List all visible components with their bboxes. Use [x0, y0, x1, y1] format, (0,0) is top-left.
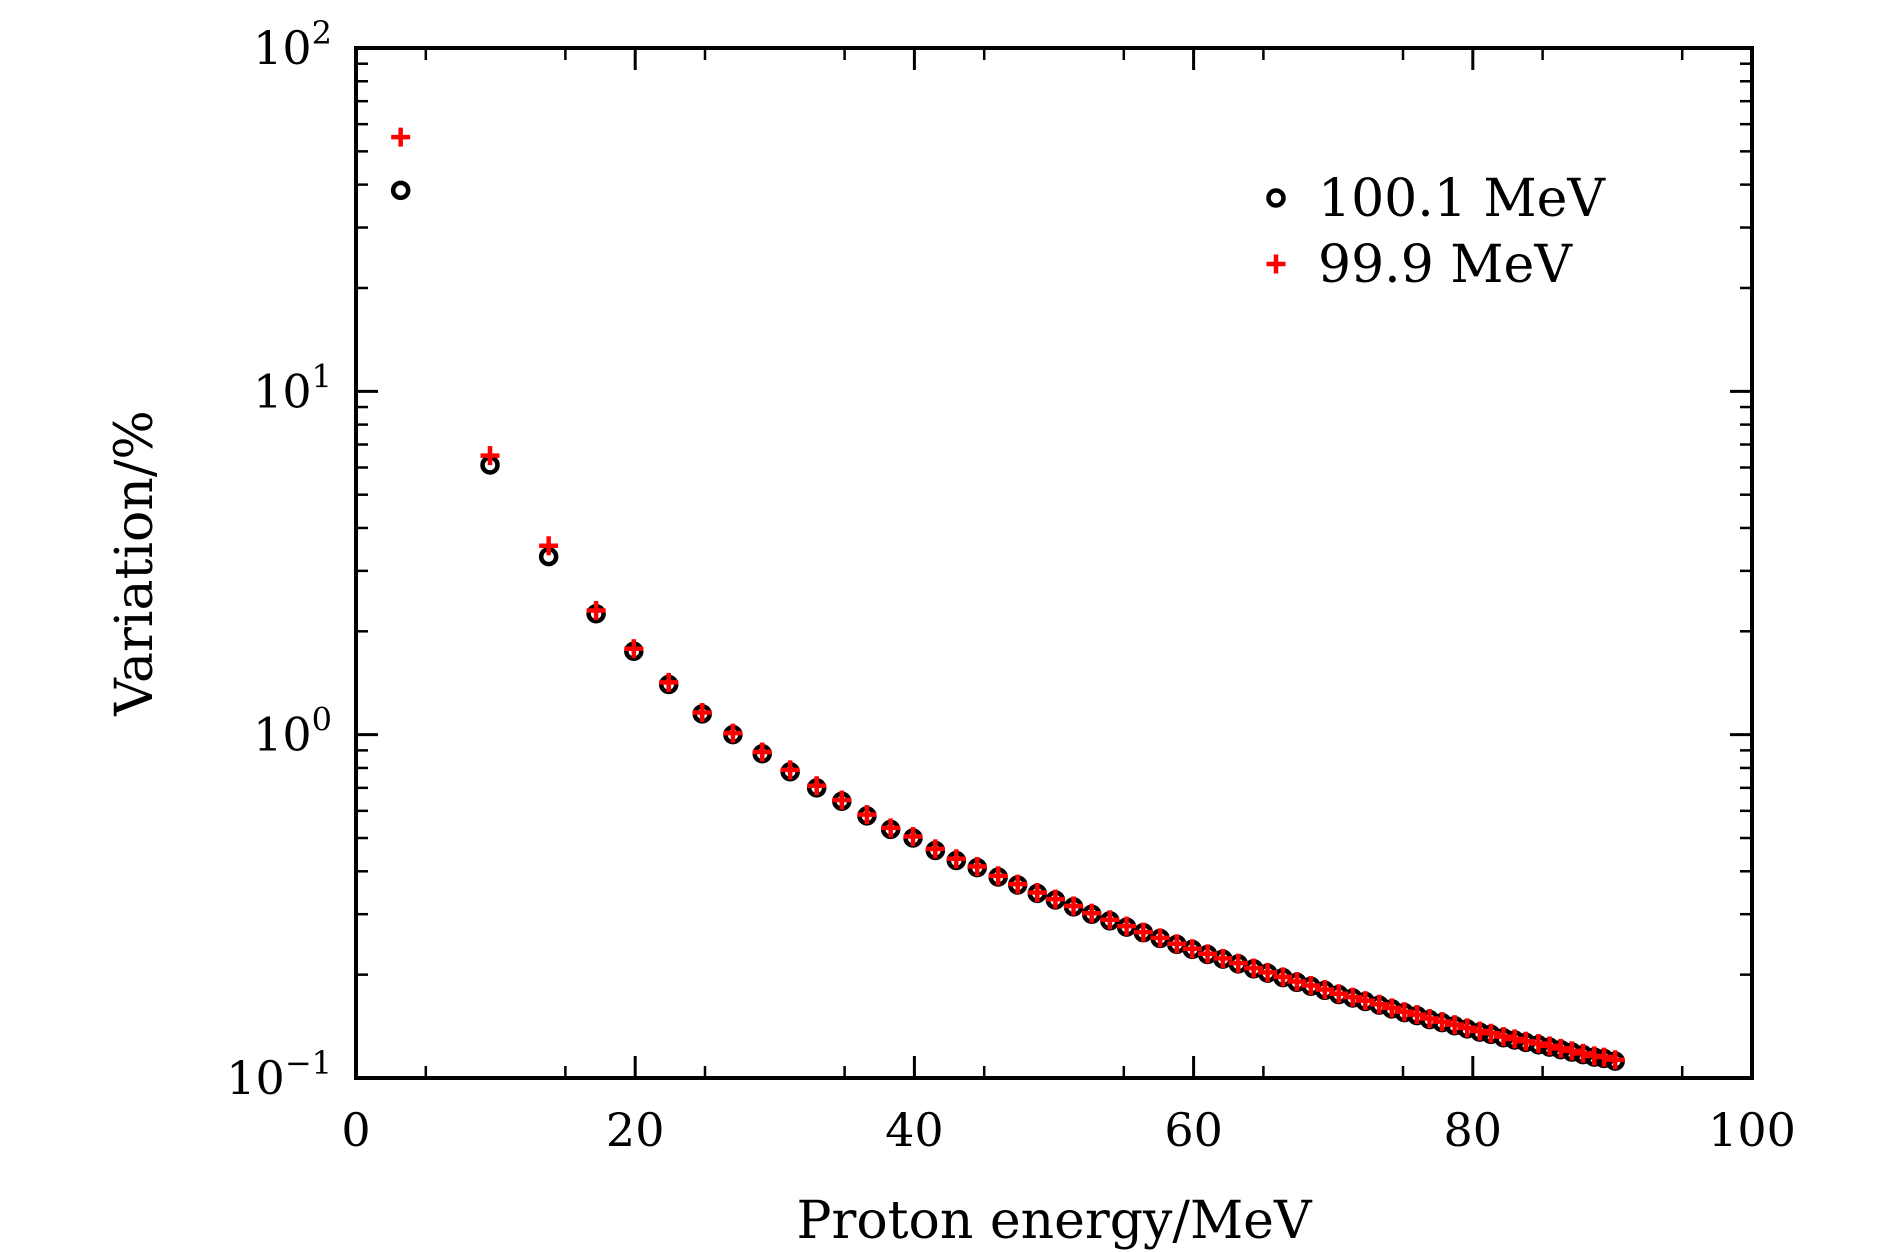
legend-marker [1266, 254, 1286, 274]
data-point [780, 760, 800, 780]
data-point [903, 827, 923, 847]
data-point [1382, 998, 1402, 1018]
data-point [1315, 980, 1335, 1000]
data-point [1445, 1015, 1465, 1035]
y-tick-label: 101 [253, 357, 332, 418]
x-tick-label: 60 [1164, 1103, 1223, 1157]
data-point [1198, 944, 1218, 964]
data-point [1505, 1029, 1525, 1049]
x-tick-labels: 0 20 40 60 80 100 [341, 1103, 1796, 1157]
data-point [1516, 1031, 1536, 1051]
data-point [1100, 910, 1120, 930]
data-point [1540, 1036, 1560, 1056]
data-point [1420, 1009, 1440, 1029]
data-point [1369, 994, 1389, 1014]
y-tick-label-base: 10 [253, 364, 312, 418]
y-tick-label: 100 [253, 701, 332, 762]
data-point [1457, 1018, 1477, 1038]
data-point [1258, 962, 1278, 982]
data-point [1562, 1041, 1582, 1061]
data-point [1133, 922, 1153, 942]
y-tick-label-exponent: 0 [312, 701, 332, 739]
data-point [1432, 1012, 1452, 1032]
data-point [946, 849, 966, 869]
data-point [967, 857, 987, 877]
x-tick-label: 80 [1444, 1103, 1503, 1157]
y-tick-label-exponent: 2 [312, 14, 332, 52]
data-point [1605, 1050, 1625, 1070]
series-1 [391, 127, 1625, 1070]
data-point [1150, 928, 1170, 948]
data-point [1045, 889, 1065, 909]
y-tick-label-exponent: 1 [312, 357, 332, 395]
data-point [881, 818, 901, 838]
plot-frame [354, 46, 1754, 1080]
data-point [1273, 967, 1293, 987]
x-tick-label: 100 [1708, 1103, 1796, 1157]
data-point [1343, 987, 1363, 1007]
x-tick-label: 20 [606, 1103, 665, 1157]
y-tick-label-base: 10 [253, 21, 312, 75]
data-point [1167, 934, 1187, 954]
data-point [988, 866, 1008, 886]
data-point [624, 639, 644, 659]
data-point [1394, 1002, 1414, 1022]
data-point [1244, 958, 1264, 978]
data-point [857, 805, 877, 825]
y-tick-label: 102 [253, 14, 332, 75]
legend-marker [1266, 188, 1286, 208]
series-layer [390, 127, 1625, 1071]
data-point [1494, 1027, 1514, 1047]
data-point [1027, 882, 1047, 902]
data-point [807, 776, 827, 796]
legend-label: 100.1 MeV [1318, 169, 1606, 229]
legend-label: 99.9 MeV [1318, 235, 1573, 295]
data-point [1551, 1038, 1571, 1058]
data-point [1329, 984, 1349, 1004]
x-tick-label: 0 [341, 1103, 370, 1157]
data-point [390, 180, 411, 201]
data-point [1594, 1047, 1614, 1067]
data-point [539, 536, 559, 556]
data-point [1407, 1005, 1427, 1025]
data-point [586, 600, 606, 620]
x-axis-title: Proton energy/MeV [796, 1191, 1312, 1251]
y-tick-label-exponent: −1 [285, 1044, 332, 1082]
data-point [1228, 953, 1248, 973]
data-point [1064, 896, 1084, 916]
data-point [1287, 972, 1307, 992]
data-point [1213, 948, 1233, 968]
y-tick-label: 10−1 [226, 1044, 332, 1105]
data-point [1573, 1043, 1593, 1063]
data-point [391, 127, 411, 147]
data-point [1008, 874, 1028, 894]
data-point [925, 839, 945, 859]
data-point [832, 790, 852, 810]
data-point [1182, 939, 1202, 959]
y-axis-title: Variation/% [105, 410, 165, 717]
y-tick-label-base: 10 [253, 708, 312, 762]
data-point [1082, 903, 1102, 923]
data-point [1528, 1034, 1548, 1054]
data-point [692, 703, 712, 723]
data-point [480, 446, 500, 466]
data-point [1301, 975, 1321, 995]
data-point [1355, 991, 1375, 1011]
data-point [752, 742, 772, 762]
data-point [723, 723, 743, 743]
y-tick-label-base: 10 [226, 1051, 285, 1105]
x-tick-label: 40 [885, 1103, 944, 1157]
data-point [1481, 1023, 1501, 1043]
data-point [1117, 916, 1137, 936]
data-point [659, 672, 679, 692]
